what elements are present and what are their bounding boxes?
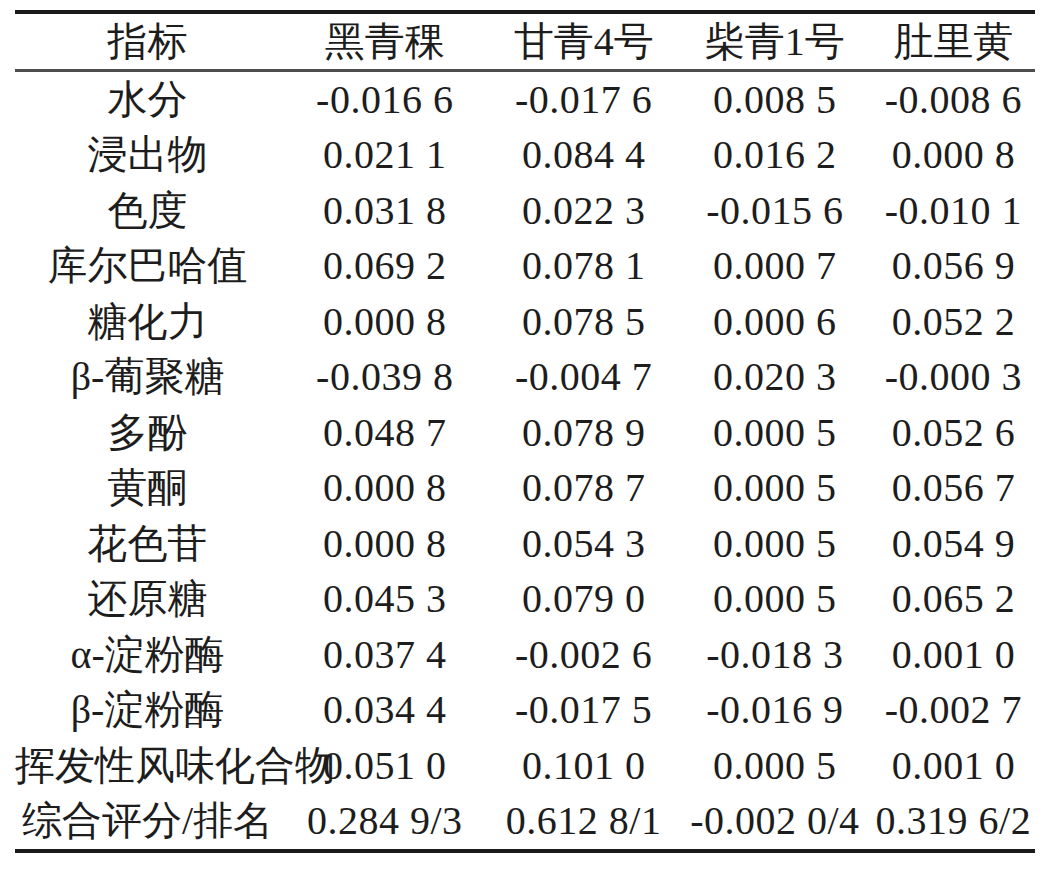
table-row: α-淀粉酶 0.037 4 -0.002 6 -0.018 3 0.001 0 [15,627,1035,683]
row-label: 黄酮 [15,461,280,517]
row-label: 库尔巴哈值 [15,239,280,295]
table-row: 多酚 0.048 7 0.078 9 0.000 5 0.052 6 [15,405,1035,461]
row-label: 水分 [15,71,280,128]
cell-value: 0.000 5 [678,572,872,628]
table-row: 综合评分/排名 0.284 9/3 0.612 8/1 -0.002 0/4 0… [15,794,1035,852]
cell-value: -0.002 6 [489,627,678,683]
cell-value: 0.000 5 [678,461,872,517]
evaluation-table: 指标 黑青稞 甘青4号 柴青1号 肚里黄 水分 -0.016 6 -0.017 … [15,10,1035,853]
cell-value: 0.056 9 [872,239,1035,295]
cell-value: 0.078 5 [489,294,678,350]
cell-value: 0.000 5 [678,738,872,794]
cell-value: 0.048 7 [280,405,489,461]
table-row: 挥发性风味化合物 0.051 0 0.101 0 0.000 5 0.001 0 [15,738,1035,794]
cell-value: -0.039 8 [280,350,489,406]
table-body: 水分 -0.016 6 -0.017 6 0.008 5 -0.008 6 浸出… [15,71,1035,852]
cell-value: 0.020 3 [678,350,872,406]
cell-value: 0.078 1 [489,239,678,295]
cell-value: 0.079 0 [489,572,678,628]
barley-indicator-score-table: 指标 黑青稞 甘青4号 柴青1号 肚里黄 水分 -0.016 6 -0.017 … [15,10,1035,853]
cell-value: 0.001 0 [872,627,1035,683]
row-label: 还原糖 [15,572,280,628]
cell-value: 0.284 9/3 [280,794,489,852]
cell-value: 0.000 8 [280,294,489,350]
cell-value: 0.022 3 [489,183,678,239]
table-row: 还原糖 0.045 3 0.079 0 0.000 5 0.065 2 [15,572,1035,628]
row-label: 挥发性风味化合物 [15,738,280,794]
cell-value: -0.017 6 [489,71,678,128]
row-label: β-淀粉酶 [15,683,280,739]
row-label: 综合评分/排名 [15,794,280,852]
cell-value: 0.000 7 [678,239,872,295]
cell-value: -0.010 1 [872,183,1035,239]
row-label: 浸出物 [15,128,280,184]
cell-value: -0.002 0/4 [678,794,872,852]
table-row: 色度 0.031 8 0.022 3 -0.015 6 -0.010 1 [15,183,1035,239]
header-row: 指标 黑青稞 甘青4号 柴青1号 肚里黄 [15,12,1035,71]
cell-value: 0.000 5 [678,405,872,461]
cell-value: 0.052 2 [872,294,1035,350]
cell-value: 0.000 5 [678,516,872,572]
row-label: 糖化力 [15,294,280,350]
cell-value: 0.021 1 [280,128,489,184]
cell-value: 0.037 4 [280,627,489,683]
cell-value: -0.004 7 [489,350,678,406]
row-label: β-葡聚糖 [15,350,280,406]
cell-value: -0.015 6 [678,183,872,239]
cell-value: 0.056 7 [872,461,1035,517]
cell-value: 0.101 0 [489,738,678,794]
row-label: 多酚 [15,405,280,461]
table-row: 糖化力 0.000 8 0.078 5 0.000 6 0.052 2 [15,294,1035,350]
cell-value: 0.054 9 [872,516,1035,572]
column-header-variety-3: 柴青1号 [678,12,872,71]
column-header-variety-2: 甘青4号 [489,12,678,71]
cell-value: 0.052 6 [872,405,1035,461]
cell-value: 0.000 8 [280,461,489,517]
cell-value: 0.319 6/2 [872,794,1035,852]
cell-value: 0.034 4 [280,683,489,739]
cell-value: 0.069 2 [280,239,489,295]
cell-value: -0.016 9 [678,683,872,739]
cell-value: 0.612 8/1 [489,794,678,852]
cell-value: -0.017 5 [489,683,678,739]
table-row: β-淀粉酶 0.034 4 -0.017 5 -0.016 9 -0.002 7 [15,683,1035,739]
cell-value: 0.008 5 [678,71,872,128]
column-header-variety-4: 肚里黄 [872,12,1035,71]
table-row: 库尔巴哈值 0.069 2 0.078 1 0.000 7 0.056 9 [15,239,1035,295]
cell-value: 0.000 6 [678,294,872,350]
cell-value: 0.054 3 [489,516,678,572]
table-row: β-葡聚糖 -0.039 8 -0.004 7 0.020 3 -0.000 3 [15,350,1035,406]
cell-value: 0.016 2 [678,128,872,184]
table-row: 水分 -0.016 6 -0.017 6 0.008 5 -0.008 6 [15,71,1035,128]
row-label: α-淀粉酶 [15,627,280,683]
row-label: 色度 [15,183,280,239]
cell-value: 0.045 3 [280,572,489,628]
row-label: 花色苷 [15,516,280,572]
cell-value: 0.065 2 [872,572,1035,628]
column-header-variety-1: 黑青稞 [280,12,489,71]
cell-value: -0.008 6 [872,71,1035,128]
cell-value: -0.016 6 [280,71,489,128]
cell-value: 0.031 8 [280,183,489,239]
cell-value: -0.002 7 [872,683,1035,739]
cell-value: -0.018 3 [678,627,872,683]
cell-value: -0.000 3 [872,350,1035,406]
column-header-indicator: 指标 [15,12,280,71]
cell-value: 0.078 9 [489,405,678,461]
cell-value: 0.078 7 [489,461,678,517]
cell-value: 0.001 0 [872,738,1035,794]
table-row: 黄酮 0.000 8 0.078 7 0.000 5 0.056 7 [15,461,1035,517]
table-row: 浸出物 0.021 1 0.084 4 0.016 2 0.000 8 [15,128,1035,184]
table-header: 指标 黑青稞 甘青4号 柴青1号 肚里黄 [15,12,1035,71]
table-row: 花色苷 0.000 8 0.054 3 0.000 5 0.054 9 [15,516,1035,572]
cell-value: 0.000 8 [872,128,1035,184]
cell-value: 0.000 8 [280,516,489,572]
cell-value: 0.084 4 [489,128,678,184]
